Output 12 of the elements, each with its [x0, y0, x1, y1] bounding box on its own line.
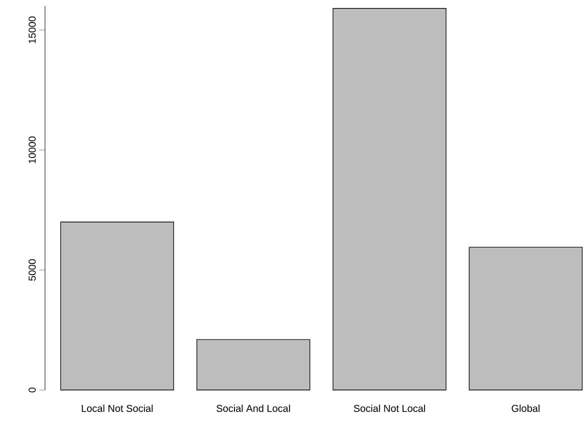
x-tick-label: Social Not Local: [354, 404, 425, 412]
bar: [196, 339, 310, 390]
y-tick-label: 15000: [28, 16, 36, 44]
y-tick-label: 5000: [28, 259, 36, 281]
bar: [468, 246, 583, 390]
x-tick-label: Social And Local: [216, 404, 290, 412]
y-tick-label: 10000: [28, 136, 36, 164]
bar: [332, 8, 446, 390]
x-tick-label: Global: [512, 404, 540, 412]
bar: [60, 222, 174, 390]
y-tick-label: 0: [28, 388, 36, 392]
x-tick-label: Local Not Social: [82, 404, 153, 412]
